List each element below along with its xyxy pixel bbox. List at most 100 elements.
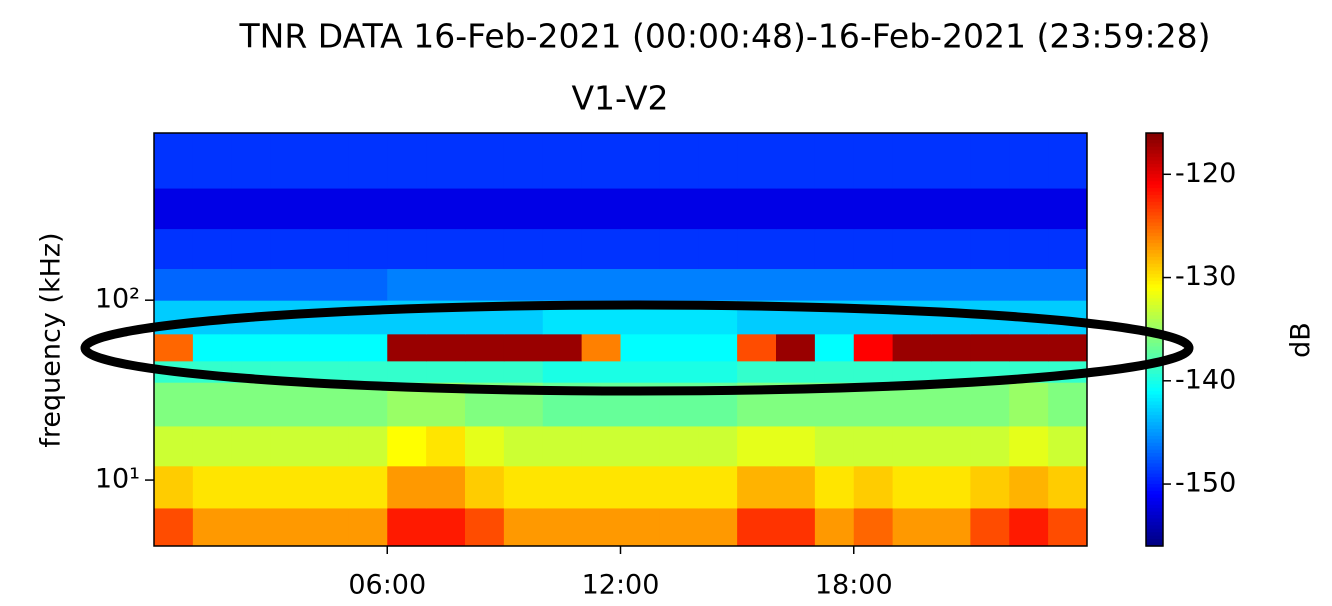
cell (892, 333, 932, 362)
cell (698, 133, 738, 189)
colorbar-segment (1146, 260, 1163, 265)
colorbar-segment (1146, 342, 1163, 347)
cell (270, 228, 310, 270)
cell (620, 360, 660, 383)
cell (192, 507, 233, 547)
colorbar-segment (1146, 270, 1163, 275)
cell (620, 188, 660, 230)
cell (970, 333, 1010, 362)
colorbar-segment (1146, 349, 1163, 354)
cell (270, 425, 310, 467)
cell (231, 333, 272, 362)
cell (931, 425, 971, 467)
cell (931, 333, 971, 362)
cell (542, 333, 583, 362)
cell (892, 133, 932, 189)
cell (1009, 228, 1049, 270)
cell (853, 228, 894, 270)
colorbar-segment (1146, 494, 1163, 499)
colorbar-segment (1146, 246, 1163, 251)
cell (426, 333, 466, 362)
cell (348, 268, 388, 301)
cell (387, 133, 427, 189)
colorbar-segment (1146, 446, 1163, 451)
colorbar-segment (1146, 339, 1163, 344)
cell (387, 228, 427, 270)
cell (931, 465, 971, 509)
cell (620, 507, 660, 547)
cell (387, 425, 427, 467)
cell (659, 507, 699, 547)
colorbar-segment (1146, 411, 1163, 416)
colorbar-segment (1146, 473, 1163, 478)
colorbar-segment (1146, 146, 1163, 151)
cell (853, 507, 894, 547)
cell (853, 465, 894, 509)
cell (737, 333, 777, 362)
cell (426, 133, 466, 189)
colorbar-segment (1146, 353, 1163, 358)
colorbar-segment (1146, 384, 1163, 389)
colorbar-segment (1146, 377, 1163, 382)
cell (892, 300, 932, 335)
colorbar-segment (1146, 267, 1163, 272)
colorbar-segment (1146, 373, 1163, 378)
cell (542, 228, 583, 270)
colorbar-segment (1146, 177, 1163, 182)
cell (309, 268, 349, 301)
colorbar-segment (1146, 263, 1163, 268)
cell (309, 507, 349, 547)
cell (814, 188, 855, 230)
cell (659, 188, 699, 230)
y-tick-label: 10¹ (95, 464, 140, 495)
colorbar-segment (1146, 298, 1163, 303)
colorbar-segment (1146, 284, 1163, 289)
colorbar-segment (1146, 394, 1163, 399)
colorbar-segment (1146, 542, 1163, 547)
colorbar-segment (1146, 404, 1163, 409)
colorbar-tick-label: -120 (1175, 158, 1236, 189)
x-tick-label: 06:00 (348, 570, 426, 601)
cell (231, 425, 272, 467)
cell (387, 507, 427, 547)
cell (853, 333, 894, 362)
cell (542, 188, 583, 230)
cell (270, 188, 310, 230)
chart-title: TNR DATA 16-Feb-2021 (00:00:48)-16-Feb-2… (238, 17, 1210, 56)
colorbar-segment (1146, 229, 1163, 234)
cell (620, 465, 660, 509)
cell (970, 228, 1010, 270)
colorbar-segment (1146, 484, 1163, 489)
cell (698, 188, 738, 230)
colorbar-tick-label: -130 (1175, 261, 1236, 292)
cell (931, 133, 971, 189)
cell (620, 333, 660, 362)
colorbar-segment (1146, 253, 1163, 258)
colorbar-segment (1146, 477, 1163, 482)
colorbar-segment (1146, 432, 1163, 437)
cell (892, 507, 932, 547)
cell (1009, 507, 1049, 547)
colorbar-segment (1146, 391, 1163, 396)
cell (1048, 188, 1088, 230)
cell (581, 507, 621, 547)
cell (309, 333, 349, 362)
colorbar-segment (1146, 401, 1163, 406)
cell (348, 133, 388, 189)
colorbar-segment (1146, 504, 1163, 509)
cell (465, 268, 505, 301)
cell (154, 268, 194, 301)
cell (620, 268, 660, 301)
cell (737, 507, 777, 547)
cell (853, 188, 894, 230)
cell (1048, 507, 1088, 547)
cell (737, 268, 777, 301)
cell (1009, 188, 1049, 230)
colorbar-segment (1146, 280, 1163, 286)
colorbar-segment (1146, 250, 1163, 255)
cell (465, 425, 505, 467)
colorbar-segment (1146, 535, 1163, 540)
cell (231, 133, 272, 189)
cell (892, 360, 932, 383)
colorbar-segment (1146, 291, 1163, 296)
